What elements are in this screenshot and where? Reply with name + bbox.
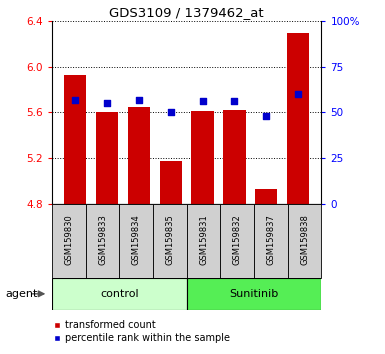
Bar bbox=[128, 107, 150, 204]
Point bbox=[295, 91, 301, 97]
Bar bbox=[220, 204, 254, 278]
Text: agent: agent bbox=[5, 289, 37, 299]
Bar bbox=[52, 278, 187, 310]
Legend: transformed count, percentile rank within the sample: transformed count, percentile rank withi… bbox=[49, 316, 234, 347]
Text: GSM159832: GSM159832 bbox=[233, 214, 242, 264]
Bar bbox=[223, 110, 246, 204]
Bar bbox=[119, 204, 153, 278]
Bar bbox=[288, 204, 321, 278]
Title: GDS3109 / 1379462_at: GDS3109 / 1379462_at bbox=[109, 6, 264, 19]
Point bbox=[168, 109, 174, 115]
Point bbox=[104, 101, 110, 106]
Text: GSM159830: GSM159830 bbox=[64, 214, 73, 264]
Bar bbox=[160, 161, 182, 204]
Text: GSM159835: GSM159835 bbox=[166, 214, 174, 264]
Point bbox=[136, 97, 142, 102]
Bar bbox=[64, 75, 87, 204]
Text: GSM159834: GSM159834 bbox=[132, 214, 141, 264]
Text: Sunitinib: Sunitinib bbox=[229, 289, 279, 299]
Bar bbox=[191, 111, 214, 204]
Bar bbox=[187, 278, 321, 310]
Point bbox=[231, 99, 238, 104]
Text: GSM159833: GSM159833 bbox=[98, 214, 107, 265]
Point bbox=[199, 99, 206, 104]
Point bbox=[72, 97, 79, 102]
Text: control: control bbox=[100, 289, 139, 299]
Text: GSM159831: GSM159831 bbox=[199, 214, 208, 264]
Bar bbox=[254, 204, 288, 278]
Bar bbox=[187, 204, 220, 278]
Point bbox=[263, 113, 270, 119]
Bar bbox=[52, 204, 85, 278]
Bar bbox=[255, 189, 278, 204]
Bar bbox=[96, 112, 118, 204]
Bar bbox=[153, 204, 187, 278]
Text: GSM159837: GSM159837 bbox=[266, 214, 275, 265]
Text: GSM159838: GSM159838 bbox=[300, 214, 309, 265]
Bar bbox=[85, 204, 119, 278]
Bar bbox=[287, 33, 309, 204]
